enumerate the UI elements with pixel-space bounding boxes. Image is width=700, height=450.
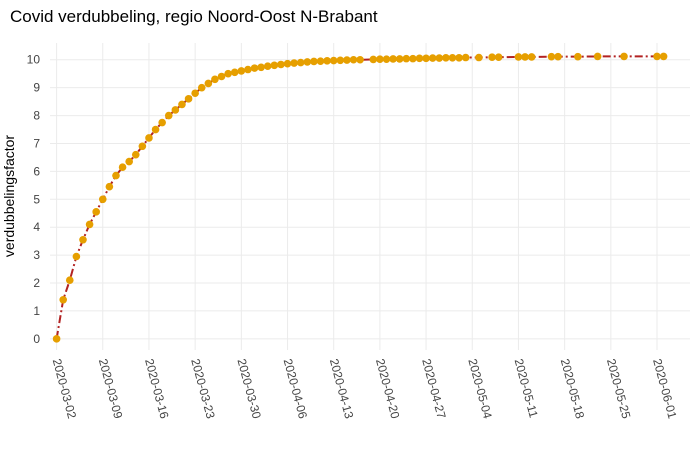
data-point [659,52,668,61]
data-point [409,54,417,63]
data-point [593,52,602,61]
y-axis: 0 1 2 3 4 5 6 7 8 9 10 [27,53,41,346]
data-point [574,52,582,61]
data-point [118,163,127,171]
data-point [343,56,351,64]
data-point [389,55,397,63]
data-point [448,53,457,62]
data-point [349,55,358,64]
data-point [428,54,437,62]
data-point [488,53,496,62]
data-point [197,83,206,92]
data-point [224,69,232,78]
data-point [277,60,285,69]
data-point [415,54,424,63]
y-tick-label: 10 [27,53,41,67]
data-point [72,252,81,261]
data-point [395,55,404,63]
data-point [653,52,661,61]
y-tick-label: 7 [33,136,40,150]
data-point [323,57,331,65]
data-point [369,55,378,64]
data-point [158,118,166,127]
data-point [237,67,246,75]
data-point [191,89,199,98]
data-point [65,276,74,285]
data-point [257,63,265,72]
data-point [422,54,430,63]
data-point [376,55,384,63]
data-point [184,95,193,103]
data-point [85,220,94,229]
data-point [402,54,411,63]
data-point [547,52,556,61]
y-tick-label: 1 [33,304,40,318]
data-point [554,52,562,61]
data-point [204,79,213,88]
data-point [521,53,529,61]
data-point [98,195,107,204]
y-tick-label: 8 [33,109,40,123]
data-point [178,100,186,109]
data-point [250,64,259,72]
data-point [475,53,483,62]
data-point [290,59,298,67]
y-tick-label: 4 [33,220,40,234]
data-point [270,61,279,70]
y-tick-label: 3 [33,248,40,262]
data-point [455,53,463,62]
data-point [356,55,364,64]
data-point [217,72,226,81]
data-point [79,235,87,244]
y-tick-label: 9 [33,81,40,95]
data-point [151,125,160,134]
data-point [263,62,272,70]
data-point [461,53,470,62]
data-point [620,52,628,61]
data-point [329,56,338,65]
data-point [211,75,219,84]
data-point [125,157,133,166]
data-point [435,54,444,62]
data-point [336,56,345,65]
data-point [494,53,503,62]
series-group [52,52,668,343]
y-tick-label: 0 [33,332,40,346]
data-point [112,171,120,180]
y-tick-label: 6 [33,164,40,178]
data-point [164,111,173,120]
data-point [442,53,450,62]
data-point [244,65,252,74]
data-point [527,53,536,61]
data-point [145,134,153,142]
data-point [514,53,523,61]
data-point [171,106,180,114]
data-point [105,182,114,191]
data-point [131,150,140,159]
data-point [92,208,100,216]
data-point [283,59,292,68]
data-point [303,58,312,66]
data-point [59,295,67,304]
data-point [52,335,61,343]
y-tick-label: 2 [33,276,40,290]
data-point [230,68,239,77]
chart-title: Covid verdubbeling, regio Noord-Oost N-B… [10,7,378,26]
data-point [296,58,305,67]
y-axis-label: verdubbelingsfactor [1,135,17,258]
data-point [316,57,325,65]
data-point [310,57,318,66]
data-point [382,55,391,63]
y-tick-label: 5 [33,192,40,206]
data-point [138,142,147,151]
